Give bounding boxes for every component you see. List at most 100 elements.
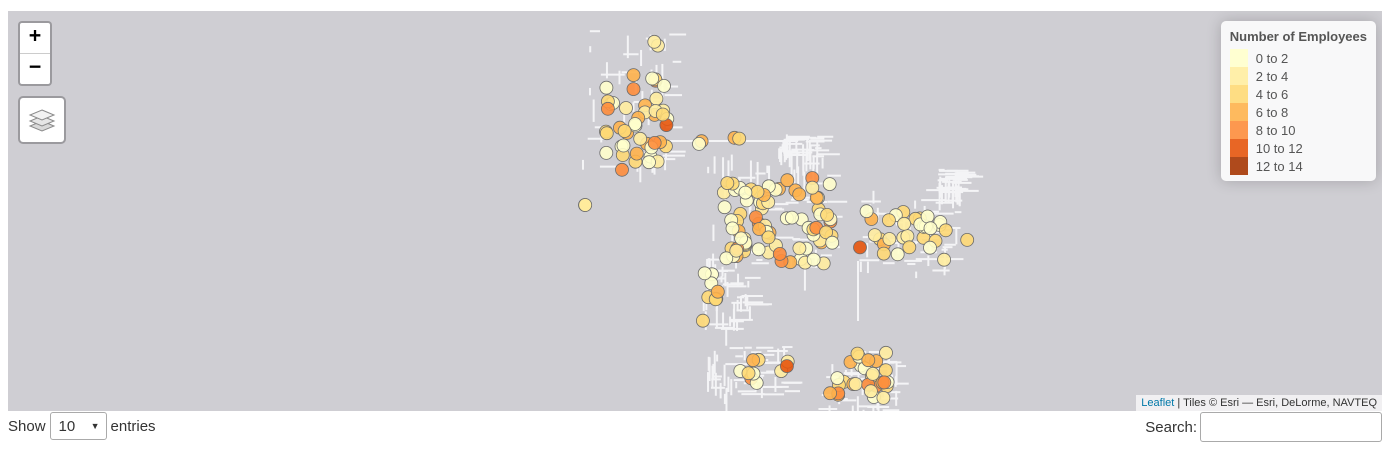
layers-button[interactable] bbox=[18, 96, 66, 144]
employee-marker[interactable] bbox=[645, 71, 660, 86]
employee-marker[interactable] bbox=[923, 240, 937, 255]
entries-label: entries bbox=[110, 417, 156, 435]
employee-marker[interactable] bbox=[823, 386, 837, 401]
employee-marker[interactable] bbox=[655, 107, 670, 122]
employee-marker[interactable] bbox=[820, 207, 834, 222]
employee-marker[interactable] bbox=[780, 173, 795, 188]
entries-select-value: 10 bbox=[58, 417, 76, 435]
employee-marker[interactable] bbox=[647, 34, 662, 49]
employee-marker[interactable] bbox=[865, 366, 880, 381]
employee-marker[interactable] bbox=[717, 200, 732, 215]
legend-label: 8 to 10 bbox=[1255, 122, 1296, 138]
employee-marker[interactable] bbox=[920, 209, 935, 224]
legend-item: 8 to 10 bbox=[1229, 121, 1367, 139]
layers-icon bbox=[28, 109, 56, 132]
employee-marker[interactable] bbox=[859, 204, 874, 219]
employee-marker[interactable] bbox=[960, 232, 975, 247]
employee-marker[interactable] bbox=[938, 223, 953, 238]
zoom-out-button[interactable]: − bbox=[20, 53, 50, 84]
employee-marker[interactable] bbox=[902, 240, 917, 255]
employee-marker[interactable] bbox=[772, 246, 787, 261]
employee-marker[interactable] bbox=[879, 345, 893, 360]
employee-marker[interactable] bbox=[830, 371, 845, 386]
employee-marker[interactable] bbox=[749, 210, 763, 225]
employee-marker[interactable] bbox=[900, 229, 915, 244]
employee-marker[interactable] bbox=[923, 221, 938, 236]
employee-marker[interactable] bbox=[806, 252, 821, 267]
employee-marker[interactable] bbox=[628, 117, 642, 131]
employee-marker[interactable] bbox=[617, 124, 632, 138]
employee-marker[interactable] bbox=[729, 243, 744, 258]
employee-marker[interactable] bbox=[752, 222, 766, 236]
employee-marker[interactable] bbox=[734, 231, 748, 246]
employee-marker[interactable] bbox=[864, 384, 878, 399]
leaflet-link[interactable]: Leaflet bbox=[1141, 397, 1175, 409]
employee-marker[interactable] bbox=[647, 135, 662, 150]
employee-marker[interactable] bbox=[741, 366, 756, 381]
entries-select[interactable]: 10 ▼ bbox=[49, 412, 107, 440]
map-container[interactable]: + − Number of Employees 0 to 2 2 to 4 4 to… bbox=[8, 11, 1382, 411]
employee-marker[interactable] bbox=[710, 284, 725, 299]
employee-marker[interactable] bbox=[626, 82, 641, 96]
map-canvas[interactable] bbox=[8, 11, 1382, 411]
employee-marker[interactable] bbox=[819, 225, 833, 240]
employee-marker[interactable] bbox=[751, 242, 766, 257]
employee-marker[interactable] bbox=[719, 251, 734, 266]
employee-marker[interactable] bbox=[599, 145, 614, 160]
employee-marker[interactable] bbox=[878, 363, 893, 378]
employee-marker[interactable] bbox=[792, 187, 807, 202]
employee-marker[interactable] bbox=[732, 131, 747, 146]
employee-marker[interactable] bbox=[861, 353, 876, 368]
employee-marker[interactable] bbox=[599, 126, 614, 141]
employee-marker[interactable] bbox=[822, 177, 837, 192]
employee-marker[interactable] bbox=[629, 146, 644, 161]
legend-label: 10 to 12 bbox=[1255, 140, 1303, 156]
employee-marker[interactable] bbox=[697, 266, 712, 281]
employee-marker[interactable] bbox=[876, 246, 891, 261]
employee-marker[interactable] bbox=[578, 198, 593, 212]
legend-swatch bbox=[1229, 103, 1248, 121]
employee-marker[interactable] bbox=[615, 162, 629, 177]
employee-marker[interactable] bbox=[696, 313, 710, 328]
employee-marker[interactable] bbox=[738, 185, 753, 200]
legend-label: 4 to 6 bbox=[1255, 86, 1289, 102]
employee-marker[interactable] bbox=[877, 375, 892, 390]
employee-marker[interactable] bbox=[750, 184, 765, 199]
employee-marker[interactable] bbox=[780, 359, 794, 374]
employee-marker[interactable] bbox=[692, 136, 706, 151]
employee-marker[interactable] bbox=[867, 228, 882, 243]
employee-marker[interactable] bbox=[853, 240, 867, 255]
employee-marker[interactable] bbox=[825, 235, 840, 250]
employee-marker[interactable] bbox=[897, 216, 911, 231]
employee-marker[interactable] bbox=[848, 377, 863, 391]
employee-marker[interactable] bbox=[619, 101, 633, 115]
employee-marker[interactable] bbox=[882, 232, 897, 246]
employee-marker[interactable] bbox=[882, 213, 896, 228]
employee-marker[interactable] bbox=[850, 346, 865, 361]
employee-marker[interactable] bbox=[792, 241, 807, 256]
legend-item: 6 to 8 bbox=[1229, 103, 1367, 121]
employee-marker[interactable] bbox=[720, 176, 735, 191]
employee-marker[interactable] bbox=[890, 247, 905, 262]
employee-marker[interactable] bbox=[725, 221, 740, 236]
employee-marker[interactable] bbox=[642, 155, 656, 170]
employee-marker[interactable] bbox=[649, 91, 664, 106]
employee-marker[interactable] bbox=[657, 79, 671, 93]
attribution: Leaflet | Tiles © Esri — Esri, DeLorme, … bbox=[1136, 395, 1382, 411]
employee-marker[interactable] bbox=[746, 353, 760, 368]
employee-marker[interactable] bbox=[805, 180, 820, 195]
search-input[interactable] bbox=[1200, 412, 1382, 442]
zoom-in-button[interactable]: + bbox=[28, 23, 42, 47]
employee-marker[interactable] bbox=[633, 131, 648, 146]
zoom-control: + − bbox=[18, 21, 52, 86]
chevron-down-icon: ▼ bbox=[90, 421, 100, 431]
employee-marker[interactable] bbox=[599, 80, 614, 95]
employee-marker[interactable] bbox=[876, 390, 891, 405]
employee-marker[interactable] bbox=[761, 230, 776, 245]
legend-item: 2 to 4 bbox=[1229, 67, 1367, 85]
employee-marker[interactable] bbox=[626, 68, 641, 82]
employee-marker[interactable] bbox=[616, 138, 631, 153]
employee-marker[interactable] bbox=[937, 252, 951, 267]
employee-marker[interactable] bbox=[601, 101, 615, 116]
employee-marker[interactable] bbox=[785, 210, 799, 225]
